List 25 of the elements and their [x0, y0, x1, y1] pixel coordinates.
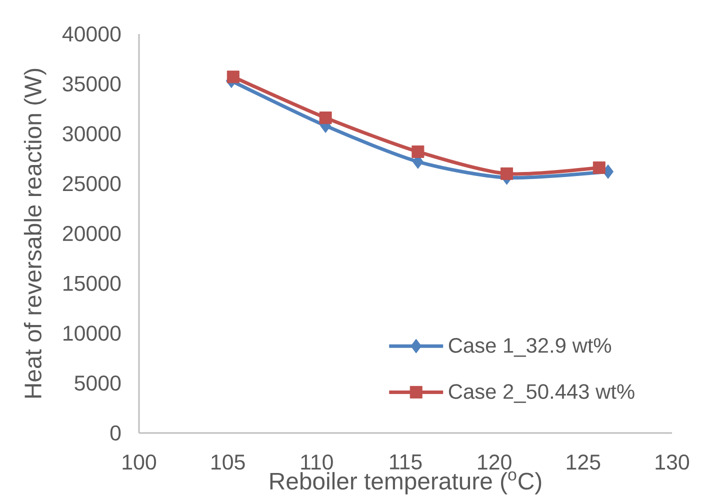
y-tick-label: 25000	[62, 176, 121, 192]
y-tick-label: 15000	[64, 276, 121, 291]
x-tick-label: 130	[656, 454, 690, 470]
point	[500, 167, 514, 180]
y-tick-label: 0	[110, 425, 121, 441]
legend-label: Case 2_50.443 wt%	[448, 384, 634, 403]
y-axis-title: Heat of reversable reaction (W)	[24, 68, 46, 398]
y-tick-label: 35000	[62, 76, 121, 92]
y-tick-label: 40000	[62, 26, 121, 42]
y-tick-label: 30000	[62, 126, 121, 142]
x-tick-label: 125	[566, 454, 600, 470]
point	[319, 112, 332, 124]
x-tick-label: 110	[301, 454, 333, 470]
y-tick-label: 10000	[64, 326, 121, 341]
x-tick-label: 100	[122, 454, 156, 470]
legend-label: Case 1_32.9 wt%	[448, 338, 612, 357]
x-tick-label: 120	[478, 454, 512, 470]
point	[592, 161, 606, 174]
x-tick-label: 105	[212, 454, 245, 470]
y-tick-label: 5000	[74, 376, 121, 391]
x-tick-label: 115	[390, 454, 422, 470]
point	[226, 70, 240, 84]
y-tick-label: 20000	[62, 226, 121, 242]
x-axis-title: Reboiler temperature ($^{o}$C)	[270, 471, 542, 494]
point	[412, 145, 424, 158]
